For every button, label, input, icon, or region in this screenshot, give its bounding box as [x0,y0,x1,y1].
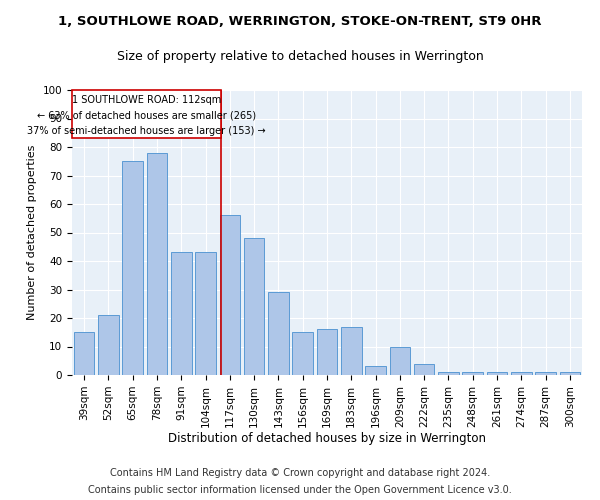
Bar [195,252,216,375]
Bar [463,372,483,375]
Text: 1 SOUTHLOWE ROAD: 112sqm: 1 SOUTHLOWE ROAD: 112sqm [71,95,221,105]
Text: 37% of semi-detached houses are larger (153) →: 37% of semi-detached houses are larger (… [27,126,266,136]
FancyBboxPatch shape [72,90,221,138]
Bar [122,161,143,375]
Y-axis label: Number of detached properties: Number of detached properties [27,145,37,320]
Bar [560,372,580,375]
Bar [244,238,265,375]
Bar [438,372,459,375]
Bar [171,252,191,375]
Bar [414,364,434,375]
Bar [268,292,289,375]
Text: Contains HM Land Registry data © Crown copyright and database right 2024.: Contains HM Land Registry data © Crown c… [110,468,490,477]
Text: ← 63% of detached houses are smaller (265): ← 63% of detached houses are smaller (26… [37,110,256,120]
Bar [487,372,508,375]
Bar [511,372,532,375]
Bar [146,152,167,375]
Bar [74,332,94,375]
Text: 1, SOUTHLOWE ROAD, WERRINGTON, STOKE-ON-TRENT, ST9 0HR: 1, SOUTHLOWE ROAD, WERRINGTON, STOKE-ON-… [58,15,542,28]
Bar [365,366,386,375]
Bar [535,372,556,375]
Bar [98,315,119,375]
Text: Size of property relative to detached houses in Werrington: Size of property relative to detached ho… [116,50,484,63]
Bar [341,326,362,375]
Bar [389,346,410,375]
Bar [317,330,337,375]
Bar [220,216,240,375]
X-axis label: Distribution of detached houses by size in Werrington: Distribution of detached houses by size … [168,432,486,446]
Text: Contains public sector information licensed under the Open Government Licence v3: Contains public sector information licen… [88,485,512,495]
Bar [292,332,313,375]
